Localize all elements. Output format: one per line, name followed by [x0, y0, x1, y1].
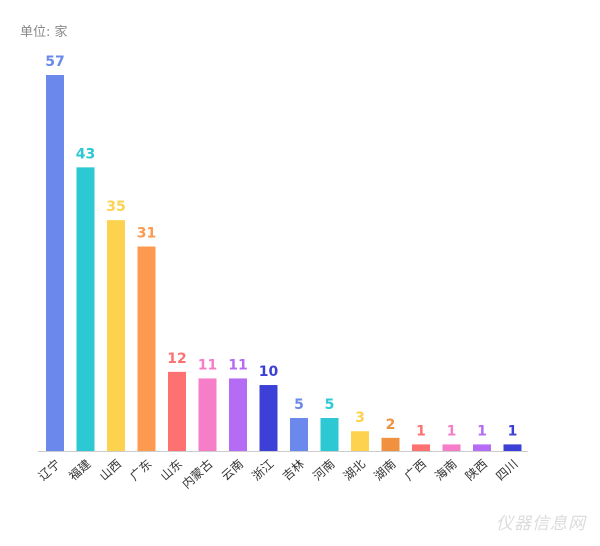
bar-浙江	[259, 385, 278, 451]
bar-辽宁	[46, 75, 64, 451]
bar-湖南	[381, 437, 400, 451]
bar-内蒙古	[198, 378, 217, 451]
value-label: 12	[167, 351, 186, 367]
bar-广东	[137, 246, 156, 451]
value-label: 31	[137, 226, 156, 242]
category-label: 广东	[127, 457, 154, 483]
value-label: 11	[228, 357, 247, 373]
value-label: 1	[416, 423, 426, 439]
category-label: 四川	[493, 457, 520, 483]
bar-河南	[320, 418, 339, 451]
category-label: 吉林	[280, 457, 307, 483]
value-label: 57	[45, 54, 64, 70]
watermark-text: 仪器信息网	[496, 514, 586, 534]
bar-海南	[442, 444, 461, 451]
bar-广西	[412, 444, 430, 451]
value-label: 43	[76, 146, 95, 162]
value-label: 3	[355, 410, 365, 426]
bar-湖北	[351, 431, 369, 451]
category-label: 内蒙古	[179, 456, 216, 491]
category-label: 辽宁	[35, 456, 63, 483]
category-label: 陕西	[462, 456, 490, 483]
category-label: 湖南	[371, 456, 399, 483]
bar-福建	[76, 167, 95, 451]
bar-四川	[503, 444, 522, 451]
bar-云南	[229, 378, 247, 451]
category-label: 云南	[218, 456, 246, 483]
bar-山东	[168, 371, 186, 451]
value-label: 1	[447, 423, 457, 439]
value-label: 5	[294, 397, 304, 413]
value-label: 1	[508, 423, 518, 439]
value-label: 1	[477, 423, 487, 439]
category-label: 河南	[310, 456, 338, 483]
bar-陕西	[473, 444, 491, 451]
bar-山西	[107, 220, 125, 451]
category-label: 福建	[66, 456, 94, 483]
category-label: 山西	[97, 457, 124, 483]
value-label: 11	[198, 357, 217, 373]
category-label: 广西	[402, 457, 429, 483]
bars-group	[46, 75, 522, 451]
value-label: 2	[386, 417, 396, 433]
value-label: 10	[259, 364, 279, 380]
value-label: 5	[325, 397, 335, 413]
category-label: 海南	[432, 456, 460, 483]
unit-label: 单位: 家	[20, 25, 68, 40]
category-label: 浙江	[249, 457, 276, 483]
value-label: 35	[106, 199, 125, 215]
bar-吉林	[290, 418, 308, 451]
category-label: 湖北	[340, 456, 368, 483]
